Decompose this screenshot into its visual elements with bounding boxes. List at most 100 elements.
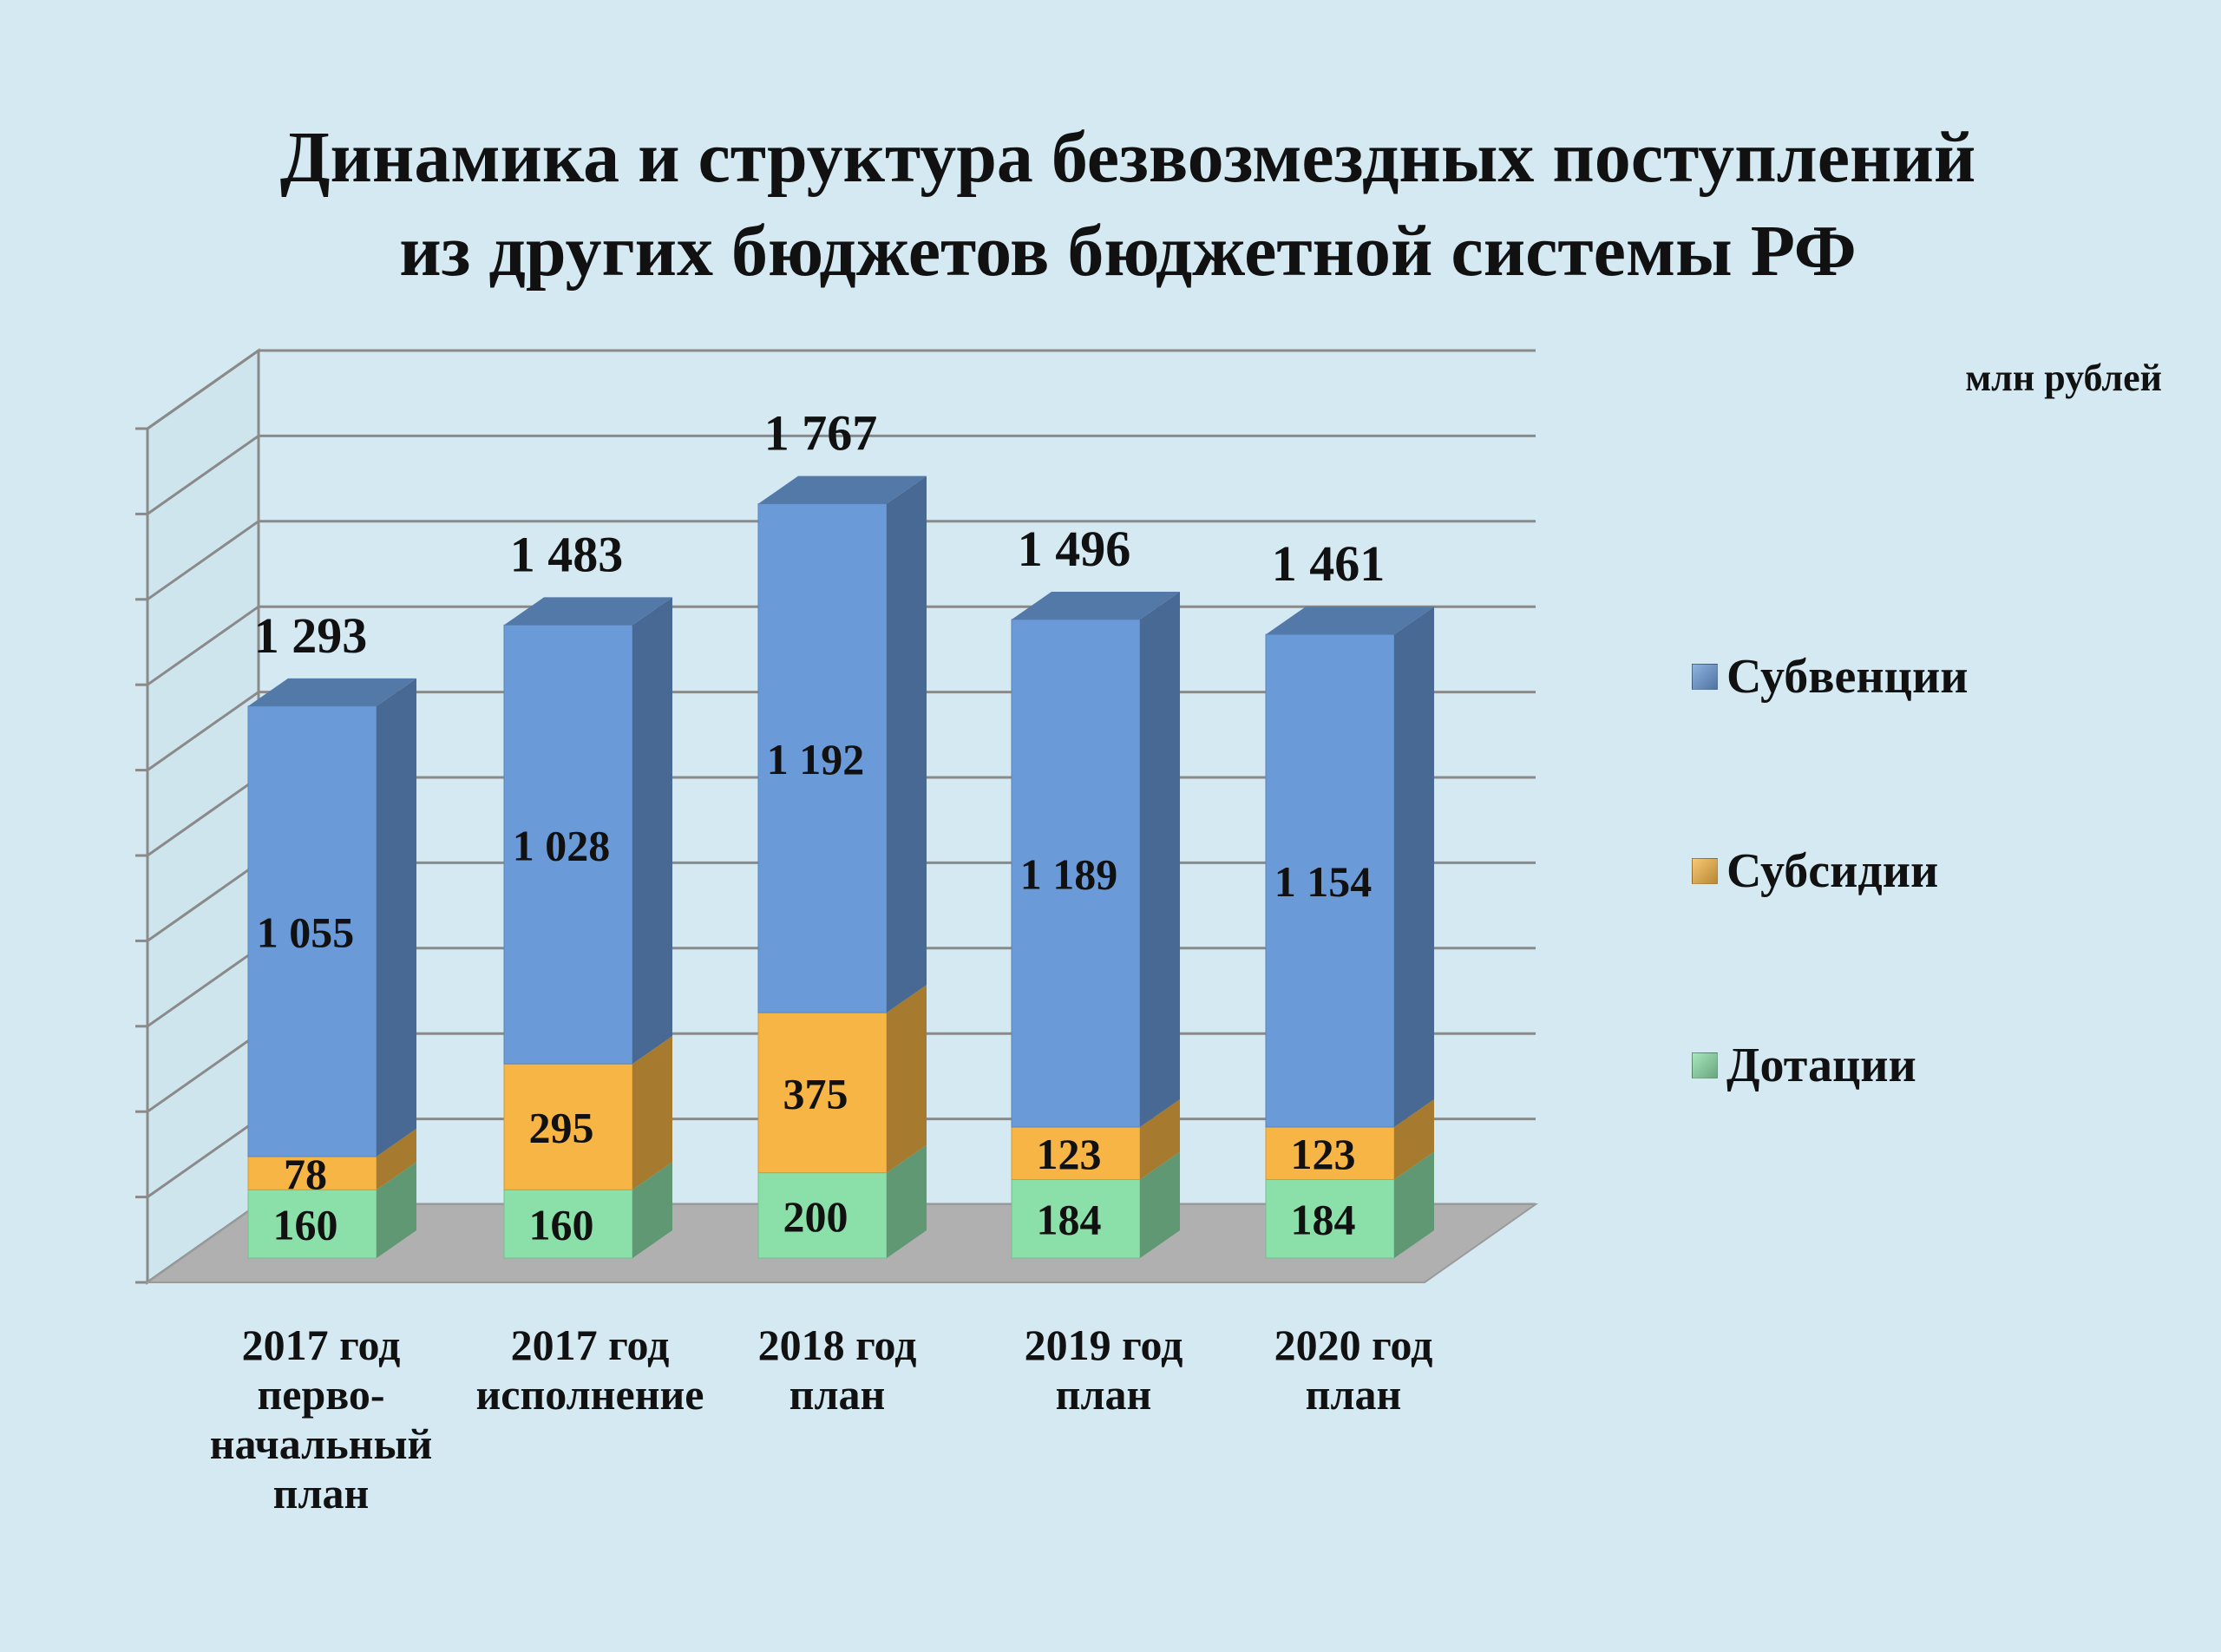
bar-segment-side bbox=[887, 985, 927, 1173]
unit-label: млн рублей bbox=[1965, 357, 2162, 399]
bar-segment-side bbox=[1140, 1151, 1180, 1258]
bar-group: 184 123 1 189 1 496 bbox=[1011, 521, 1180, 1259]
bar-segment-side bbox=[632, 1036, 672, 1190]
bar-top bbox=[758, 475, 927, 504]
bar-group: 184 123 1 154 1 461 bbox=[1265, 535, 1434, 1259]
bar-segment-side bbox=[1140, 591, 1180, 1127]
chart-title: Динамика и структура безвозмездных посту… bbox=[0, 111, 2221, 298]
total-label: 1 496 bbox=[1018, 521, 1131, 577]
bar-segment bbox=[503, 1189, 633, 1259]
data-label: 160 bbox=[273, 1201, 338, 1249]
bar-segment bbox=[1011, 619, 1141, 1128]
category-label-line: начальный bbox=[209, 1419, 433, 1468]
bar-segment bbox=[247, 705, 377, 1157]
bar-segment-side bbox=[377, 678, 416, 1157]
total-label: 1 293 bbox=[254, 607, 368, 664]
category-label: 2017 год исполнение bbox=[460, 1321, 720, 1419]
bar-segment bbox=[757, 1012, 888, 1174]
bar-group: 200 375 1 192 1 767 bbox=[757, 405, 927, 1259]
gridline-side bbox=[147, 605, 259, 686]
gridline-side bbox=[147, 520, 259, 601]
gridline-side bbox=[147, 349, 259, 430]
bar-segment bbox=[1265, 1126, 1395, 1180]
data-label: 295 bbox=[529, 1104, 594, 1152]
bar-segment bbox=[1011, 1126, 1141, 1180]
category-label: 2019 год план bbox=[973, 1321, 1234, 1419]
data-label: 123 bbox=[1291, 1130, 1356, 1178]
bar-segment-side bbox=[377, 1128, 416, 1190]
gridline-side bbox=[147, 776, 259, 857]
bar-top bbox=[248, 678, 416, 706]
bar-segment bbox=[503, 1063, 633, 1190]
bar-segment bbox=[1265, 633, 1395, 1128]
category-label-line: план bbox=[789, 1370, 886, 1419]
category-label-line: 2017 год bbox=[241, 1321, 401, 1369]
category-label-line: 2018 год bbox=[757, 1321, 917, 1369]
data-label: 1 192 bbox=[767, 735, 865, 783]
data-label: 1 028 bbox=[513, 821, 611, 869]
category-label-line: 2017 год bbox=[510, 1321, 670, 1369]
data-label: 200 bbox=[783, 1192, 848, 1241]
legend-item: Дотации bbox=[1692, 1039, 1916, 1092]
data-label: 160 bbox=[529, 1201, 594, 1249]
data-label: 78 bbox=[284, 1150, 327, 1198]
legend-swatch bbox=[1692, 1052, 1718, 1078]
category-label-line: 2019 год bbox=[1024, 1321, 1183, 1369]
data-label: 375 bbox=[783, 1069, 848, 1118]
bar-segment bbox=[503, 624, 633, 1065]
category-label-line: план bbox=[272, 1469, 370, 1518]
bar-segment-side bbox=[887, 1144, 927, 1258]
bar-segment-side bbox=[1394, 606, 1434, 1127]
legend-swatch bbox=[1692, 858, 1718, 884]
gridline-side bbox=[147, 1032, 259, 1113]
legend-swatch bbox=[1692, 664, 1718, 690]
bar-segment bbox=[247, 1156, 377, 1190]
gridline-side bbox=[147, 435, 259, 515]
legend-label: Дотации bbox=[1726, 1039, 1916, 1092]
bar-segment-side bbox=[1394, 1151, 1434, 1258]
data-label: 1 189 bbox=[1020, 849, 1118, 898]
legend-label: Субсидии bbox=[1726, 844, 1939, 898]
bar-segment bbox=[247, 1189, 377, 1259]
bar-segment bbox=[757, 503, 888, 1013]
legend-item: Субвенции bbox=[1692, 650, 1969, 704]
category-label: 2020 год план bbox=[1223, 1321, 1484, 1419]
bar-segment-side bbox=[632, 1162, 672, 1258]
data-label: 184 bbox=[1037, 1196, 1102, 1244]
bar-top bbox=[1266, 606, 1434, 635]
bar-segment-side bbox=[1394, 1098, 1434, 1180]
total-label: 1 483 bbox=[510, 526, 624, 582]
category-label-line: 2020 год bbox=[1274, 1321, 1433, 1369]
category-label-line: план bbox=[1305, 1370, 1402, 1419]
chart-title-line-1: Динамика и структура безвозмездных посту… bbox=[279, 117, 1976, 198]
bar-segment-side bbox=[632, 597, 672, 1065]
bar-segment bbox=[757, 1172, 888, 1259]
bar-top bbox=[1012, 591, 1180, 620]
gridline-side bbox=[147, 862, 259, 942]
data-label: 1 055 bbox=[257, 908, 355, 956]
gridline-side bbox=[147, 691, 259, 771]
total-label: 1 767 bbox=[764, 405, 878, 462]
total-label: 1 461 bbox=[1272, 535, 1386, 592]
data-label: 1 154 bbox=[1274, 857, 1373, 906]
category-label: 2017 год перво-начальный план bbox=[191, 1321, 451, 1518]
bar-top bbox=[504, 597, 672, 626]
category-label-line: исполнение bbox=[475, 1370, 704, 1419]
data-label: 123 bbox=[1037, 1130, 1102, 1178]
bar-group: 160 295 1 028 1 483 bbox=[503, 526, 672, 1259]
category-label-line: перво- bbox=[257, 1370, 385, 1419]
bar-segment-side bbox=[377, 1162, 416, 1258]
gridline-side bbox=[147, 947, 259, 1028]
category-label-line: план bbox=[1055, 1370, 1152, 1419]
bar-segment-side bbox=[1140, 1098, 1180, 1180]
data-label: 184 bbox=[1291, 1196, 1356, 1244]
bar-segment-side bbox=[887, 475, 927, 1013]
legend-label: Субвенции bbox=[1726, 650, 1969, 704]
chart-title-line-2: из других бюджетов бюджетной системы РФ bbox=[399, 211, 1857, 292]
gridline-side bbox=[147, 1118, 259, 1198]
bar-segment bbox=[1265, 1178, 1395, 1259]
legend-item: Субсидии bbox=[1692, 844, 1939, 898]
category-label: 2018 год план bbox=[707, 1321, 967, 1419]
